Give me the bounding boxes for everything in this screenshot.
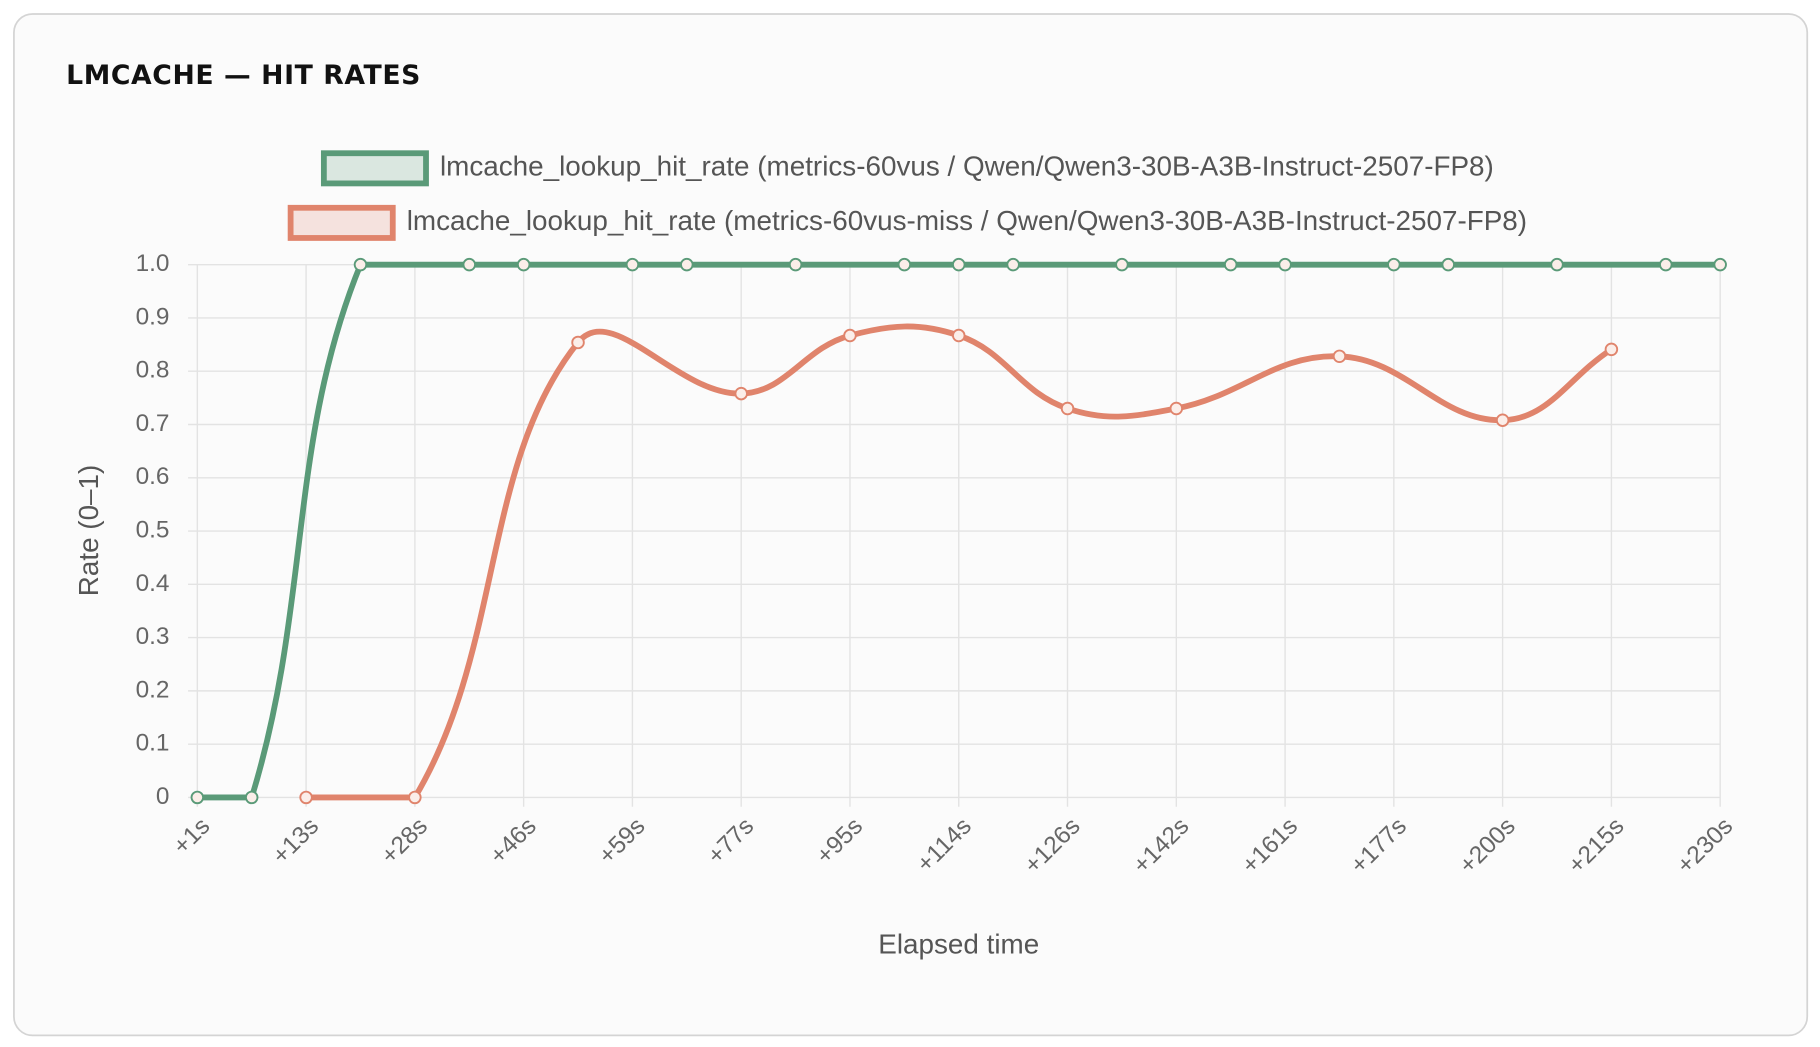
legend-label: lmcache_lookup_hit_rate (metrics-60vus-m… <box>407 205 1527 236</box>
data-point <box>1223 257 1238 272</box>
chart-title: LMCACHE — HIT RATES <box>66 60 421 91</box>
data-point <box>408 790 422 805</box>
data-point <box>299 790 313 805</box>
y-tick-label: 0.1 <box>136 730 170 757</box>
data-point <box>1006 257 1020 272</box>
data-point <box>190 790 205 805</box>
legend-label: lmcache_lookup_hit_rate (metrics-60vus /… <box>440 151 1494 182</box>
data-point <box>680 257 694 272</box>
y-tick-label: 0.6 <box>136 463 170 490</box>
data-point <box>462 257 476 272</box>
data-point <box>1713 257 1727 272</box>
data-point <box>1441 257 1455 272</box>
x-axis-title: Elapsed time <box>878 928 1039 959</box>
data-point <box>1332 349 1347 364</box>
legend-swatch <box>287 204 396 241</box>
y-axis-title: Rate (0–1) <box>73 465 104 597</box>
data-point <box>1604 342 1619 357</box>
y-tick-label: 0.9 <box>136 303 170 330</box>
series-line <box>303 323 1615 801</box>
data-point <box>1659 257 1673 272</box>
data-point <box>625 257 640 272</box>
card <box>13 13 1809 1037</box>
data-point <box>1169 401 1184 416</box>
data-point <box>952 328 966 343</box>
data-point <box>1550 257 1564 272</box>
y-tick-label: 0.8 <box>136 357 170 384</box>
data-point <box>516 257 531 272</box>
data-point <box>571 335 585 350</box>
data-point <box>1495 413 1510 427</box>
y-tick-label: 1.0 <box>136 250 170 277</box>
y-tick-label: 0.3 <box>136 623 170 650</box>
data-point <box>843 328 857 343</box>
data-point <box>353 257 368 272</box>
y-tick-label: 0.7 <box>136 410 170 437</box>
data-point <box>952 257 966 272</box>
y-tick-label: 0.5 <box>136 516 170 543</box>
data-point <box>1115 257 1129 272</box>
y-tick-label: 0.2 <box>136 676 170 703</box>
data-point <box>1387 257 1401 272</box>
data-point <box>788 257 803 272</box>
legend-swatch <box>320 150 429 187</box>
data-point <box>1278 257 1292 272</box>
data-point <box>244 790 259 805</box>
data-point <box>1060 401 1075 416</box>
y-tick-label: 0.4 <box>136 570 170 597</box>
data-point <box>734 386 748 401</box>
legend-item: lmcache_lookup_hit_rate (metrics-60vus-m… <box>287 204 1527 241</box>
legend-item: lmcache_lookup_hit_rate (metrics-60vus /… <box>320 150 1494 187</box>
data-point <box>897 257 912 272</box>
y-tick-label: 0 <box>156 783 170 810</box>
